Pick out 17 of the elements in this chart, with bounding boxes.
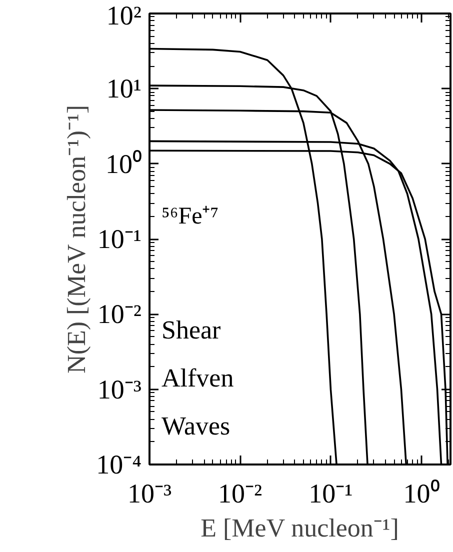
y-tick-label: 10⁻⁴ bbox=[96, 450, 142, 480]
y-tick-label: 10¹ bbox=[106, 74, 142, 104]
y-tick-label: 10⁻¹ bbox=[97, 224, 142, 254]
y-tick-label: 10⁻² bbox=[97, 299, 142, 330]
y-tick-label: 10⁻³ bbox=[97, 374, 142, 404]
annotation: ⁵⁶Fe⁺⁷ bbox=[162, 204, 219, 230]
annotation: Alfven bbox=[162, 364, 234, 392]
annotation: Waves bbox=[162, 412, 230, 440]
x-tick-label: 10⁻² bbox=[218, 478, 262, 508]
x-axis-title: E [MeV nucleon⁻¹] bbox=[200, 514, 399, 542]
x-tick-label: 10⁻³ bbox=[127, 478, 172, 508]
x-tick-label: 10⁰ bbox=[403, 478, 440, 508]
y-tick-label: 10⁰ bbox=[106, 148, 142, 179]
annotation: Shear bbox=[162, 316, 222, 344]
y-axis-title: N(E) [(MeV nucleon⁻¹)⁻¹] bbox=[62, 105, 92, 374]
x-tick-label: 10⁻¹ bbox=[308, 478, 353, 508]
y-tick-label: 10² bbox=[106, 0, 142, 30]
